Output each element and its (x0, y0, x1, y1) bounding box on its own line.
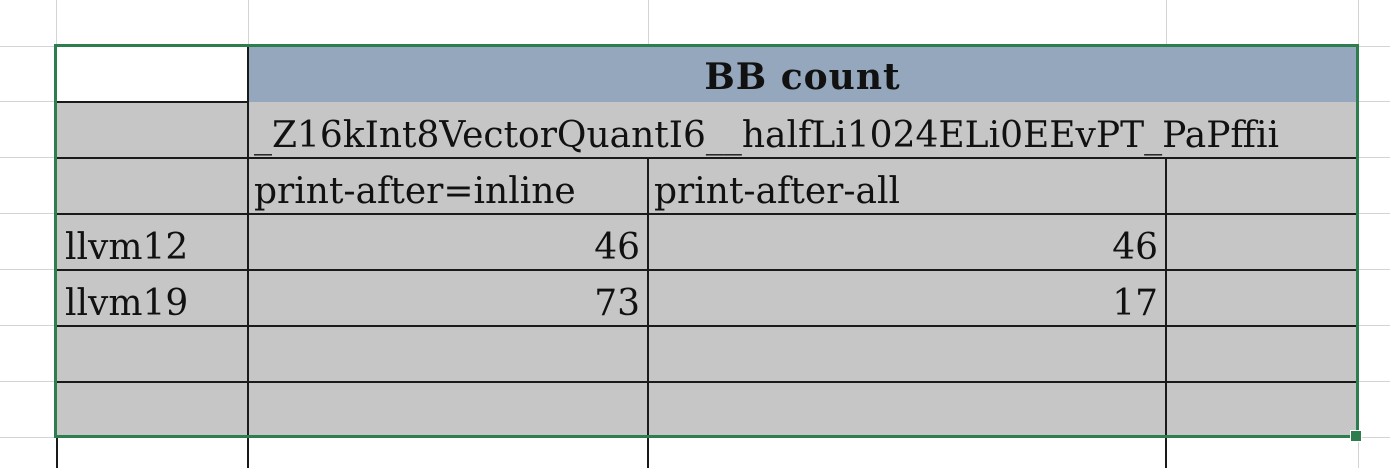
value-cell[interactable]: 73 (248, 270, 648, 326)
border-line (247, 47, 249, 468)
gridline (0, 437, 1390, 438)
empty-row[interactable] (57, 326, 1357, 382)
function-name-cell[interactable]: _Z16kInt8VectorQuantI6__halfLi1024ELi0EE… (248, 102, 1357, 158)
value-cell[interactable]: 46 (648, 214, 1166, 270)
empty-cell[interactable] (1166, 270, 1357, 326)
header-cell-bb-count[interactable]: BB count (248, 47, 1357, 102)
fill-handle[interactable] (1350, 430, 1362, 442)
column-header-all[interactable]: print-after-all (648, 158, 1166, 214)
row-label-cell[interactable] (57, 102, 248, 158)
border-line (57, 325, 1357, 327)
row-label-llvm12[interactable]: llvm12 (57, 214, 248, 270)
value-cell[interactable]: 46 (248, 214, 648, 270)
border-line (57, 381, 1357, 383)
border-line (57, 269, 1357, 271)
border-line (647, 158, 649, 468)
empty-cell[interactable] (1166, 214, 1357, 270)
border-line (56, 437, 58, 468)
corner-cell[interactable] (57, 47, 248, 102)
border-line (57, 157, 1357, 159)
row-label-llvm19[interactable]: llvm19 (57, 270, 248, 326)
border-line (57, 213, 1357, 215)
row-label-cell[interactable] (57, 158, 248, 214)
gridline (1358, 0, 1359, 468)
value-cell[interactable]: 17 (648, 270, 1166, 326)
empty-row[interactable] (57, 382, 1357, 437)
column-header-inline[interactable]: print-after=inline (248, 158, 648, 214)
border-line (1165, 158, 1167, 468)
empty-cell[interactable] (1166, 158, 1357, 214)
border-line (57, 101, 248, 103)
